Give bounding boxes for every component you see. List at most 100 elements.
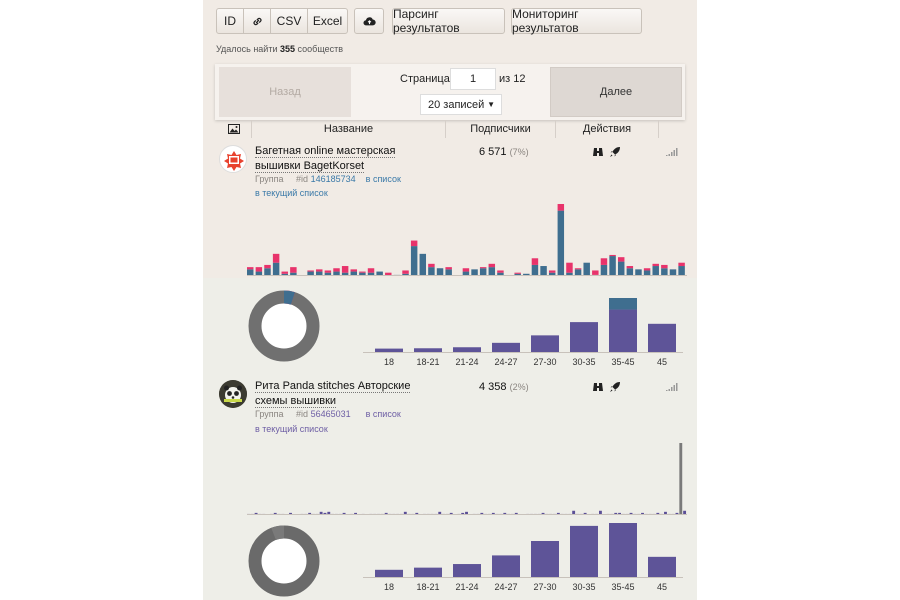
subscriber-value: 4 358 bbox=[479, 381, 507, 393]
community-name-link[interactable]: Рита Panda stitches Авторские схемы выши… bbox=[255, 380, 411, 408]
activity-bar-secondary bbox=[402, 270, 409, 274]
activity-bar-secondary bbox=[652, 263, 659, 267]
age-tick-label: 21-24 bbox=[455, 582, 478, 592]
activity-bar bbox=[609, 256, 616, 276]
export-excel-button[interactable]: Excel bbox=[307, 8, 348, 34]
activity-bar-secondary bbox=[479, 267, 487, 269]
age-bar bbox=[453, 347, 481, 352]
page-number-input[interactable]: 1 bbox=[450, 68, 496, 90]
activity-bar bbox=[583, 262, 590, 276]
community-id-link[interactable]: 146185734 bbox=[310, 174, 356, 184]
activity-chart bbox=[247, 443, 687, 515]
export-csv-button[interactable]: CSV bbox=[270, 8, 308, 34]
activity-bar bbox=[247, 269, 254, 276]
results-count-text: Удалось найти 355 сообществ bbox=[216, 44, 343, 54]
donut-slice-highlight bbox=[248, 525, 320, 597]
avatar[interactable] bbox=[219, 380, 247, 408]
age-bar bbox=[570, 322, 598, 352]
next-page-button[interactable]: Далее bbox=[550, 67, 682, 117]
activity-bar bbox=[273, 512, 277, 515]
binoculars-icon[interactable] bbox=[592, 146, 604, 158]
activity-bar bbox=[503, 512, 507, 515]
copy-link-button[interactable] bbox=[243, 8, 271, 34]
activity-bar bbox=[675, 512, 679, 515]
age-tick-label: 45 bbox=[657, 582, 667, 592]
activity-bar bbox=[479, 268, 487, 276]
subscriber-count: 6 571 (7%) bbox=[479, 146, 529, 158]
add-to-list-link[interactable]: в список bbox=[365, 174, 401, 184]
activity-bar bbox=[664, 511, 667, 515]
column-name[interactable]: Название bbox=[252, 120, 446, 138]
activity-bar bbox=[641, 512, 644, 515]
activity-bar-secondary bbox=[333, 268, 340, 272]
add-to-current-list-link[interactable]: в текущий список bbox=[255, 424, 328, 434]
rocket-icon[interactable] bbox=[609, 381, 621, 393]
activity-bar-secondary bbox=[643, 268, 651, 271]
activity-bar-secondary bbox=[600, 258, 608, 265]
community-type: Группа bbox=[255, 409, 284, 419]
column-subscribers[interactable]: Подписчики bbox=[446, 120, 556, 138]
activity-bar bbox=[436, 268, 444, 276]
activity-bar-secondary bbox=[661, 264, 668, 269]
community-id-link[interactable]: 56465031 bbox=[310, 409, 351, 419]
id-prefix: #id bbox=[296, 174, 309, 184]
activity-bar bbox=[643, 270, 651, 276]
avatar[interactable] bbox=[219, 145, 247, 173]
activity-bar bbox=[548, 272, 556, 276]
activity-bar bbox=[449, 512, 453, 515]
add-to-list-link[interactable]: в список bbox=[365, 409, 401, 419]
prev-page-button[interactable]: Назад bbox=[219, 67, 351, 117]
activity-bar-secondary bbox=[574, 268, 582, 270]
activity-bar-secondary bbox=[255, 267, 263, 272]
activity-bar-secondary bbox=[316, 269, 323, 272]
parse-results-button[interactable]: Парсинг результатов bbox=[392, 7, 505, 35]
activity-bar bbox=[264, 268, 271, 276]
per-page-select[interactable]: 20 записей ▼ bbox=[420, 94, 502, 115]
age-tick-label: 35-45 bbox=[611, 582, 634, 592]
page-total: из 12 bbox=[499, 73, 526, 85]
signal-icon[interactable] bbox=[666, 383, 678, 391]
age-tick-label: 18 bbox=[384, 582, 394, 592]
activity-bar-secondary bbox=[617, 257, 625, 262]
community-name-link[interactable]: Багетная online мастерская вышивки Baget… bbox=[255, 145, 396, 173]
activity-bar bbox=[557, 210, 565, 276]
community-meta: Группа #id 56465031 в список bbox=[255, 409, 401, 419]
results-count-suffix: сообществ bbox=[297, 44, 344, 54]
binoculars-icon[interactable] bbox=[592, 381, 604, 393]
age-tick-label: 30-35 bbox=[572, 582, 595, 592]
activity-bar-secondary bbox=[367, 268, 375, 273]
signal-icon[interactable] bbox=[666, 148, 678, 156]
activity-bar-secondary bbox=[566, 262, 573, 273]
age-tick-label: 21-24 bbox=[455, 357, 478, 367]
activity-bar-secondary bbox=[445, 267, 452, 270]
subscriber-value: 6 571 bbox=[479, 146, 507, 158]
add-to-current-list-link[interactable]: в текущий список bbox=[255, 188, 328, 198]
activity-bar-secondary bbox=[350, 269, 357, 272]
rocket-icon[interactable] bbox=[609, 146, 621, 158]
activity-bar-secondary bbox=[557, 204, 565, 211]
activity-bar bbox=[323, 512, 327, 515]
activity-bar bbox=[491, 512, 495, 515]
age-bar bbox=[531, 335, 559, 352]
age-bar bbox=[648, 323, 676, 352]
activity-bar-secondary bbox=[324, 270, 332, 273]
age-tick-label: 35-45 bbox=[611, 357, 634, 367]
export-button-group: ID CSV Excel bbox=[216, 8, 348, 34]
age-tick-label: 24-27 bbox=[494, 582, 517, 592]
export-id-button[interactable]: ID bbox=[216, 8, 244, 34]
activity-bar bbox=[319, 511, 323, 515]
age-bar bbox=[570, 525, 598, 577]
age-bar bbox=[648, 556, 676, 577]
activity-bar bbox=[465, 511, 468, 515]
activity-bar bbox=[566, 272, 573, 276]
activity-bar bbox=[514, 273, 521, 276]
age-tick-label: 18 bbox=[384, 357, 394, 367]
age-bar bbox=[414, 567, 442, 577]
activity-bar bbox=[419, 253, 427, 276]
monitor-results-button[interactable]: Мониторинг результатов bbox=[511, 7, 642, 35]
activity-bar bbox=[497, 272, 504, 276]
age-chart: 18 18-21 21-24 24-27 27-30 30-35 35-45 45 bbox=[363, 523, 683, 592]
cloud-upload-button[interactable] bbox=[354, 8, 384, 34]
activity-bar bbox=[679, 443, 683, 515]
age-tick-label: 24-27 bbox=[494, 357, 517, 367]
